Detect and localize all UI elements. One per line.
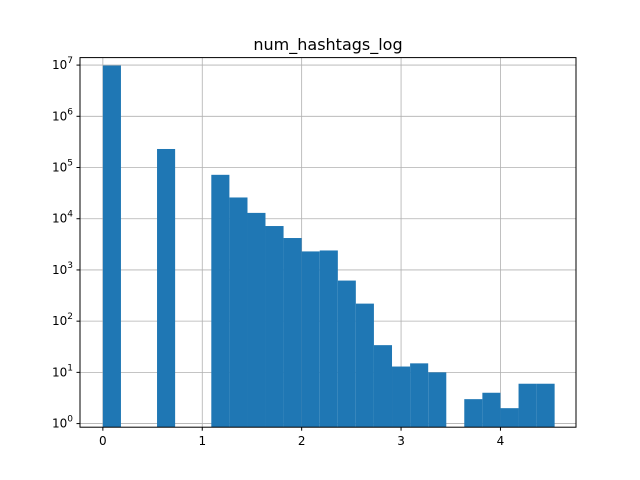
histogram-bars bbox=[102, 65, 555, 428]
x-axis-ticks: 0 1 2 3 4 bbox=[99, 427, 504, 448]
histogram-bar bbox=[410, 363, 429, 428]
histogram-bar bbox=[464, 399, 483, 428]
histogram-bar bbox=[482, 392, 501, 428]
histogram-bar bbox=[536, 383, 555, 428]
histogram-bar bbox=[373, 345, 393, 428]
histogram-bar bbox=[518, 383, 537, 428]
histogram-bar bbox=[428, 372, 447, 428]
y-tick-label: 105 bbox=[52, 159, 73, 175]
y-tick-label: 104 bbox=[52, 210, 73, 226]
histogram-bar bbox=[102, 65, 121, 428]
histogram-bar bbox=[500, 408, 519, 428]
histogram-bar bbox=[211, 174, 230, 428]
histogram-bar bbox=[319, 250, 338, 428]
histogram-bar bbox=[265, 226, 284, 428]
chart-title: num_hashtags_log bbox=[253, 35, 402, 55]
y-tick-label: 106 bbox=[52, 107, 73, 123]
y-tick-label: 103 bbox=[52, 261, 73, 277]
x-tick-label: 1 bbox=[198, 434, 206, 448]
histogram-bar bbox=[355, 303, 374, 428]
x-tick-label: 4 bbox=[497, 434, 505, 448]
x-tick-label: 0 bbox=[99, 434, 107, 448]
histogram-bar bbox=[337, 280, 356, 428]
histogram-bar bbox=[157, 148, 176, 428]
y-axis-ticks: 100 101 102 103 104 105 106 107 bbox=[52, 56, 80, 431]
histogram-bar bbox=[229, 197, 248, 428]
histogram-bar bbox=[392, 366, 411, 428]
y-tick-label: 101 bbox=[52, 363, 73, 379]
y-tick-label: 107 bbox=[52, 56, 73, 72]
x-tick-label: 2 bbox=[298, 434, 306, 448]
y-tick-label: 100 bbox=[52, 415, 73, 431]
y-tick-label: 102 bbox=[52, 312, 73, 328]
plot-frame bbox=[79, 57, 577, 428]
histogram-bar bbox=[283, 238, 302, 428]
x-tick-label: 3 bbox=[397, 434, 405, 448]
histogram-bar bbox=[301, 251, 320, 428]
histogram-bar bbox=[247, 212, 266, 428]
